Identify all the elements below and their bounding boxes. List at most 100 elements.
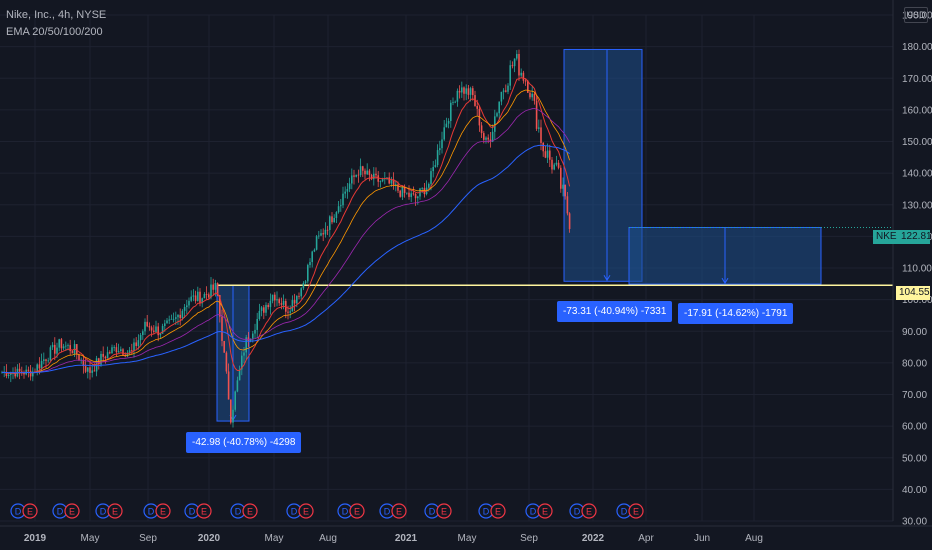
candle-body [161, 326, 164, 334]
candle-body [439, 148, 441, 151]
candle-body [351, 175, 353, 184]
earnings-marker[interactable] [391, 503, 407, 519]
candle-body [553, 164, 555, 170]
candle-body [45, 359, 47, 361]
candle-body [337, 206, 340, 213]
earnings-marker[interactable] [22, 503, 38, 519]
candle-body [263, 307, 265, 313]
candle-body [555, 162, 558, 165]
candle-body [216, 283, 219, 295]
indicator-legend[interactable]: EMA 20/50/100/200 [6, 26, 103, 38]
earnings-marker[interactable] [155, 503, 171, 519]
candle-body [256, 318, 258, 330]
candle-body [267, 304, 269, 308]
candle-body [102, 353, 104, 357]
event-marker-letter: D [574, 507, 581, 517]
candle-body [421, 188, 423, 189]
candle-body [502, 90, 505, 92]
event-marker-letter: E [27, 507, 33, 517]
candle-body [454, 101, 456, 103]
candle-body [208, 294, 210, 298]
candle-body [111, 347, 113, 354]
earnings-marker[interactable] [581, 503, 597, 519]
x-tick-label: Sep [139, 533, 157, 544]
candle-body [518, 53, 520, 76]
candle-body [150, 327, 153, 331]
y-tick-label: 90.00 [902, 327, 927, 338]
candle-body [531, 93, 533, 98]
candle-body [23, 373, 25, 375]
y-tick-label: 50.00 [902, 453, 927, 464]
candle-body [452, 102, 454, 103]
candle-body [38, 364, 41, 369]
candle-body [245, 337, 247, 353]
candle-body [153, 330, 155, 332]
candle-body [36, 364, 38, 373]
earnings-marker[interactable] [64, 503, 80, 519]
candle-body [34, 371, 36, 373]
candle-body [313, 249, 316, 252]
candle-body [223, 341, 225, 353]
candle-body [410, 193, 412, 197]
candle-body [126, 352, 129, 357]
x-tick-label: Aug [319, 533, 337, 544]
measure-arrow-head [603, 275, 611, 282]
event-marker-letter: E [69, 507, 75, 517]
candle-body [10, 372, 12, 375]
candle-body [516, 53, 518, 59]
candle-body [331, 216, 333, 223]
event-marker-letter: E [495, 507, 501, 517]
earnings-marker[interactable] [537, 503, 553, 519]
earnings-marker[interactable] [242, 503, 258, 519]
candle-body [436, 150, 439, 166]
currency-button[interactable]: USD [904, 7, 928, 23]
candle-body [509, 65, 511, 86]
candle-body [241, 355, 243, 370]
candle-body [335, 212, 338, 219]
candle-body [210, 284, 212, 298]
candle-body [43, 359, 45, 361]
candle-body [388, 177, 390, 184]
candle-body [291, 300, 294, 312]
candle-body [128, 350, 131, 353]
candle-body [513, 58, 516, 67]
candle-body [115, 347, 118, 353]
candle-body [443, 127, 445, 140]
candle-body [399, 190, 401, 197]
candle-body [511, 65, 514, 67]
candle-body [139, 335, 142, 341]
earnings-marker[interactable] [628, 503, 644, 519]
earnings-marker[interactable] [436, 503, 452, 519]
x-tick-label: May [265, 533, 284, 544]
candle-body [430, 171, 432, 184]
candle-body [212, 284, 214, 290]
candle-body [397, 184, 399, 191]
candle-body [144, 321, 146, 332]
y-tick-label: 160.00 [902, 105, 932, 116]
ema-50-line [1, 89, 570, 374]
chart-title[interactable]: Nike, Inc., 4h, NYSE [6, 9, 107, 21]
earnings-marker[interactable] [298, 503, 314, 519]
earnings-marker[interactable] [349, 503, 365, 519]
candle-body [135, 342, 137, 346]
candle-body [164, 323, 166, 327]
candle-body [14, 372, 16, 377]
candle-body [67, 345, 69, 346]
candle-body [414, 193, 417, 199]
candle-body [82, 359, 85, 367]
candle-body [7, 374, 10, 377]
candle-body [109, 352, 111, 354]
earnings-marker[interactable] [196, 503, 212, 519]
candle-body [432, 166, 434, 172]
earnings-marker[interactable] [490, 503, 506, 519]
event-marker-letter: E [112, 507, 118, 517]
candle-body [278, 299, 280, 304]
candle-body [377, 175, 379, 182]
candle-body [190, 296, 192, 301]
measure-label-2022: -17.91 (-14.62%) -1791 [678, 303, 794, 324]
earnings-marker[interactable] [107, 503, 123, 519]
event-marker-letter: D [100, 507, 107, 517]
candle-body [489, 139, 492, 142]
candle-body [304, 281, 307, 284]
